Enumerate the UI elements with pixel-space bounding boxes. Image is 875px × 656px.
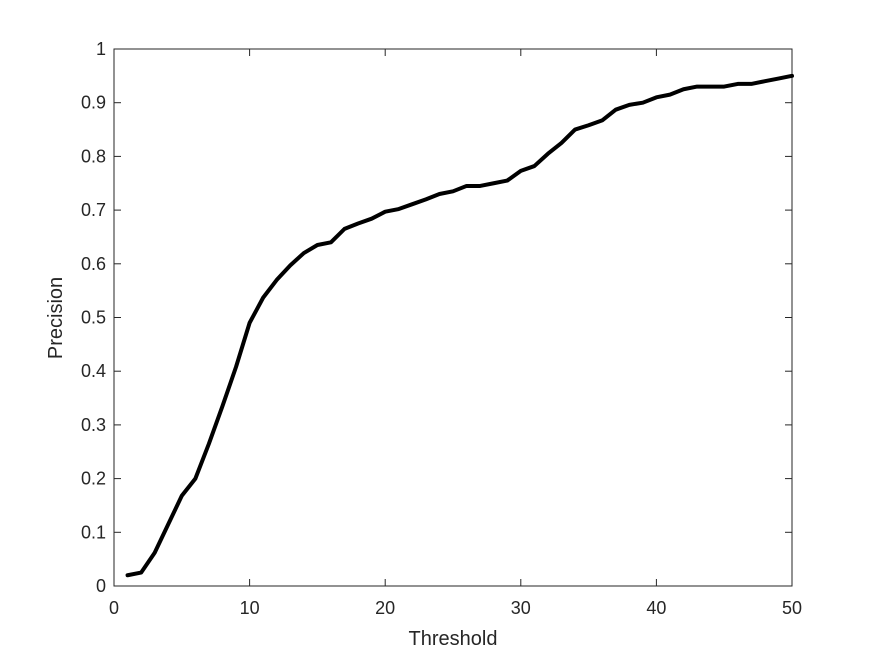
- y-tick-label: 0.3: [81, 415, 106, 435]
- x-tick-label: 30: [511, 598, 531, 618]
- y-tick-label: 0.1: [81, 522, 106, 542]
- y-axis-label: Precision: [45, 277, 67, 359]
- plot-area-box: [113, 48, 793, 587]
- x-axis-ticks: 0 10 20 30 40 50: [109, 49, 802, 618]
- x-tick-label: 40: [646, 598, 666, 618]
- x-tick-label: 10: [240, 598, 260, 618]
- y-tick-label: 0.7: [81, 200, 106, 220]
- y-tick-label: 0.2: [81, 469, 106, 489]
- y-axis-ticks: 0 0.1 0.2 0.3 0.4 0.5 0.6 0.7 0.8 0.9 1: [81, 39, 792, 596]
- y-tick-label: 0.5: [81, 308, 106, 328]
- x-tick-label: 20: [375, 598, 395, 618]
- y-tick-label: 0.4: [81, 361, 106, 381]
- y-tick-label: 0.6: [81, 254, 106, 274]
- x-tick-label: 50: [782, 598, 802, 618]
- x-axis-label: Threshold: [409, 628, 498, 650]
- y-tick-label: 0.8: [81, 146, 106, 166]
- y-tick-label: 1: [96, 39, 106, 59]
- y-tick-label: 0.9: [81, 93, 106, 113]
- x-tick-label: 0: [109, 598, 119, 618]
- precision-series-line: [125, 73, 794, 578]
- y-tick-label: 0: [96, 576, 106, 596]
